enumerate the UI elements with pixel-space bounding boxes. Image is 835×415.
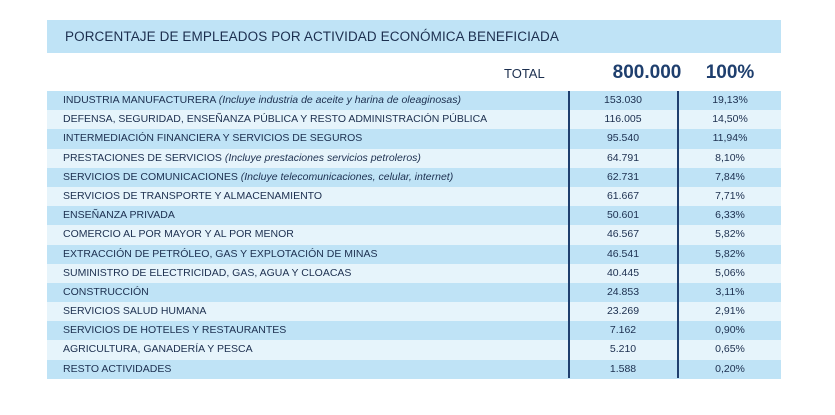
table-row: EXTRACCIÓN DE PETRÓLEO, GAS Y EXPLOTACIÓ… (47, 244, 781, 264)
table-row: DEFENSA, SEGURIDAD, ENSEÑANZA PÚBLICA Y … (47, 110, 781, 130)
table-row: SERVICIOS DE TRANSPORTE Y ALMACENAMIENTO… (47, 186, 781, 207)
employee-percent: 2,91% (715, 305, 745, 318)
activity-label: SERVICIOS DE COMUNICACIONES (63, 170, 238, 183)
employee-percent: 0,90% (715, 324, 745, 337)
employee-percent: 0,20% (715, 362, 745, 375)
employee-percent: 6,33% (715, 209, 745, 222)
activity-name: DEFENSA, SEGURIDAD, ENSEÑANZA PÚBLICA Y … (63, 113, 487, 125)
activity-label: SERVICIOS DE HOTELES Y RESTAURANTES (63, 324, 287, 337)
activity-label: SERVICIOS DE TRANSPORTE Y ALMACENAMIENTO (63, 189, 323, 202)
activity-label: INDUSTRIA MANUFACTURERA (63, 94, 216, 106)
table-row: SERVICIOS DE COMUNICACIONES (Incluye tel… (47, 167, 781, 187)
table-row: INDUSTRIA MANUFACTURERA (Incluye industr… (47, 91, 781, 111)
employee-count: 95.540 (606, 132, 640, 145)
activity-name: INTERMEDIACIÓN FINANCIERA Y SERVICIOS DE… (63, 132, 362, 144)
activity-name: AGRICULTURA, GANADERÍA Y PESCA (63, 343, 253, 355)
total-label: TOTAL (504, 66, 545, 81)
activity-label: DEFENSA, SEGURIDAD, ENSEÑANZA PÚBLICA Y … (63, 113, 488, 126)
employee-count: 1.588 (609, 362, 637, 375)
activity-name: SERVICIOS DE HOTELES Y RESTAURANTES (63, 324, 286, 336)
employee-percent: 3,11% (715, 285, 745, 298)
activity-table: INDUSTRIA MANUFACTURERA (Incluye industr… (47, 91, 781, 379)
employee-percent: 7,71% (715, 189, 745, 202)
activity-note: (Incluye prestaciones servicios petroler… (224, 151, 421, 164)
employee-percent: 0,65% (715, 343, 745, 356)
activity-note: (Incluye telecomunicaciones, celular, in… (240, 170, 454, 183)
activity-label: ENSEÑANZA PRIVADA (63, 209, 175, 222)
employee-percent: 5,82% (715, 228, 745, 241)
table-title: PORCENTAJE DE EMPLEADOS POR ACTIVIDAD EC… (65, 29, 559, 44)
table-row: PRESTACIONES DE SERVICIOS (Incluye prest… (47, 148, 781, 168)
total-percent: 100% (705, 62, 755, 83)
employee-count: 62.731 (606, 170, 640, 183)
employee-count: 64.791 (606, 151, 640, 164)
activity-label: EXTRACCIÓN DE PETRÓLEO, GAS Y EXPLOTACIÓ… (63, 247, 378, 260)
activity-label: SERVICIOS SALUD HUMANA (63, 305, 207, 318)
table-row: AGRICULTURA, GANADERÍA Y PESCA 5.210 0,65% (47, 340, 781, 360)
employee-count: 61.667 (606, 189, 640, 202)
employee-percent: 11,94% (712, 132, 748, 145)
table-row: INTERMEDIACIÓN FINANCIERA Y SERVICIOS DE… (47, 129, 781, 149)
table-title-bar: PORCENTAJE DE EMPLEADOS POR ACTIVIDAD EC… (47, 20, 781, 53)
employee-percent: 5,82% (715, 247, 745, 260)
activity-label: CONSTRUCCIÓN (63, 285, 149, 298)
employee-count: 5.210 (609, 343, 637, 356)
column-divider-count (568, 91, 570, 378)
activity-name: ENSEÑANZA PRIVADA (63, 209, 175, 221)
activity-label: RESTO ACTIVIDADES (63, 362, 172, 375)
employee-percent: 19,13% (712, 94, 748, 106)
activity-label: COMERCIO AL POR MAYOR Y AL POR MENOR (63, 228, 294, 241)
activity-note: (Incluye industria de aceite y harina de… (218, 94, 462, 106)
table-row: ENSEÑANZA PRIVADA 50.601 6,33% (47, 206, 781, 226)
activity-name: SERVICIOS DE TRANSPORTE Y ALMACENAMIENTO (63, 190, 322, 202)
employee-count: 116.005 (604, 113, 642, 126)
activity-label: AGRICULTURA, GANADERÍA Y PESCA (63, 343, 253, 356)
employee-count: 46.567 (606, 228, 640, 241)
employee-count: 7.162 (609, 324, 637, 337)
activity-name: EXTRACCIÓN DE PETRÓLEO, GAS Y EXPLOTACIÓ… (63, 248, 378, 260)
activity-name: SERVICIOS SALUD HUMANA (63, 305, 206, 317)
employee-percent: 5,06% (715, 266, 745, 279)
column-divider-percent (677, 91, 679, 378)
employee-percent: 14,50% (712, 113, 748, 126)
activity-name: RESTO ACTIVIDADES (63, 363, 171, 375)
employee-count: 40.445 (606, 266, 640, 279)
table-row: SERVICIOS DE HOTELES Y RESTAURANTES 7.162… (47, 321, 781, 341)
total-row: TOTAL 800.000 100% (47, 58, 781, 88)
total-value: 800.000 (612, 62, 682, 83)
activity-name: SUMINISTRO DE ELECTRICIDAD, GAS, AGUA Y … (63, 267, 351, 279)
activity-label: INTERMEDIACIÓN FINANCIERA Y SERVICIOS DE… (63, 132, 363, 145)
activity-name: COMERCIO AL POR MAYOR Y AL POR MENOR (63, 228, 294, 240)
employee-count: 23.269 (606, 305, 640, 318)
employee-count: 50.601 (606, 209, 640, 222)
activity-name: SERVICIOS DE COMUNICACIONES (Incluye tel… (63, 171, 453, 183)
activity-label: SUMINISTRO DE ELECTRICIDAD, GAS, AGUA Y … (63, 266, 352, 279)
employee-count: 24.853 (606, 285, 640, 298)
table-row: RESTO ACTIVIDADES 1.588 0,20% (47, 359, 781, 379)
employee-count: 46.541 (606, 247, 640, 260)
employee-percent: 8,10% (715, 151, 745, 164)
activity-name: INDUSTRIA MANUFACTURERA (Incluye industr… (63, 94, 461, 106)
table-row: CONSTRUCCIÓN 24.853 3,11% (47, 282, 781, 303)
table-row: SUMINISTRO DE ELECTRICIDAD, GAS, AGUA Y … (47, 263, 781, 283)
activity-name: PRESTACIONES DE SERVICIOS (Incluye prest… (63, 152, 421, 164)
table-row: SERVICIOS SALUD HUMANA 23.269 2,91% (47, 302, 781, 322)
activity-name: CONSTRUCCIÓN (63, 286, 149, 298)
activity-label: PRESTACIONES DE SERVICIOS (63, 151, 222, 164)
table-row: COMERCIO AL POR MAYOR Y AL POR MENOR 46.5… (47, 225, 781, 245)
employee-percent: 7,84% (715, 170, 745, 183)
employee-count: 153.030 (604, 94, 642, 106)
